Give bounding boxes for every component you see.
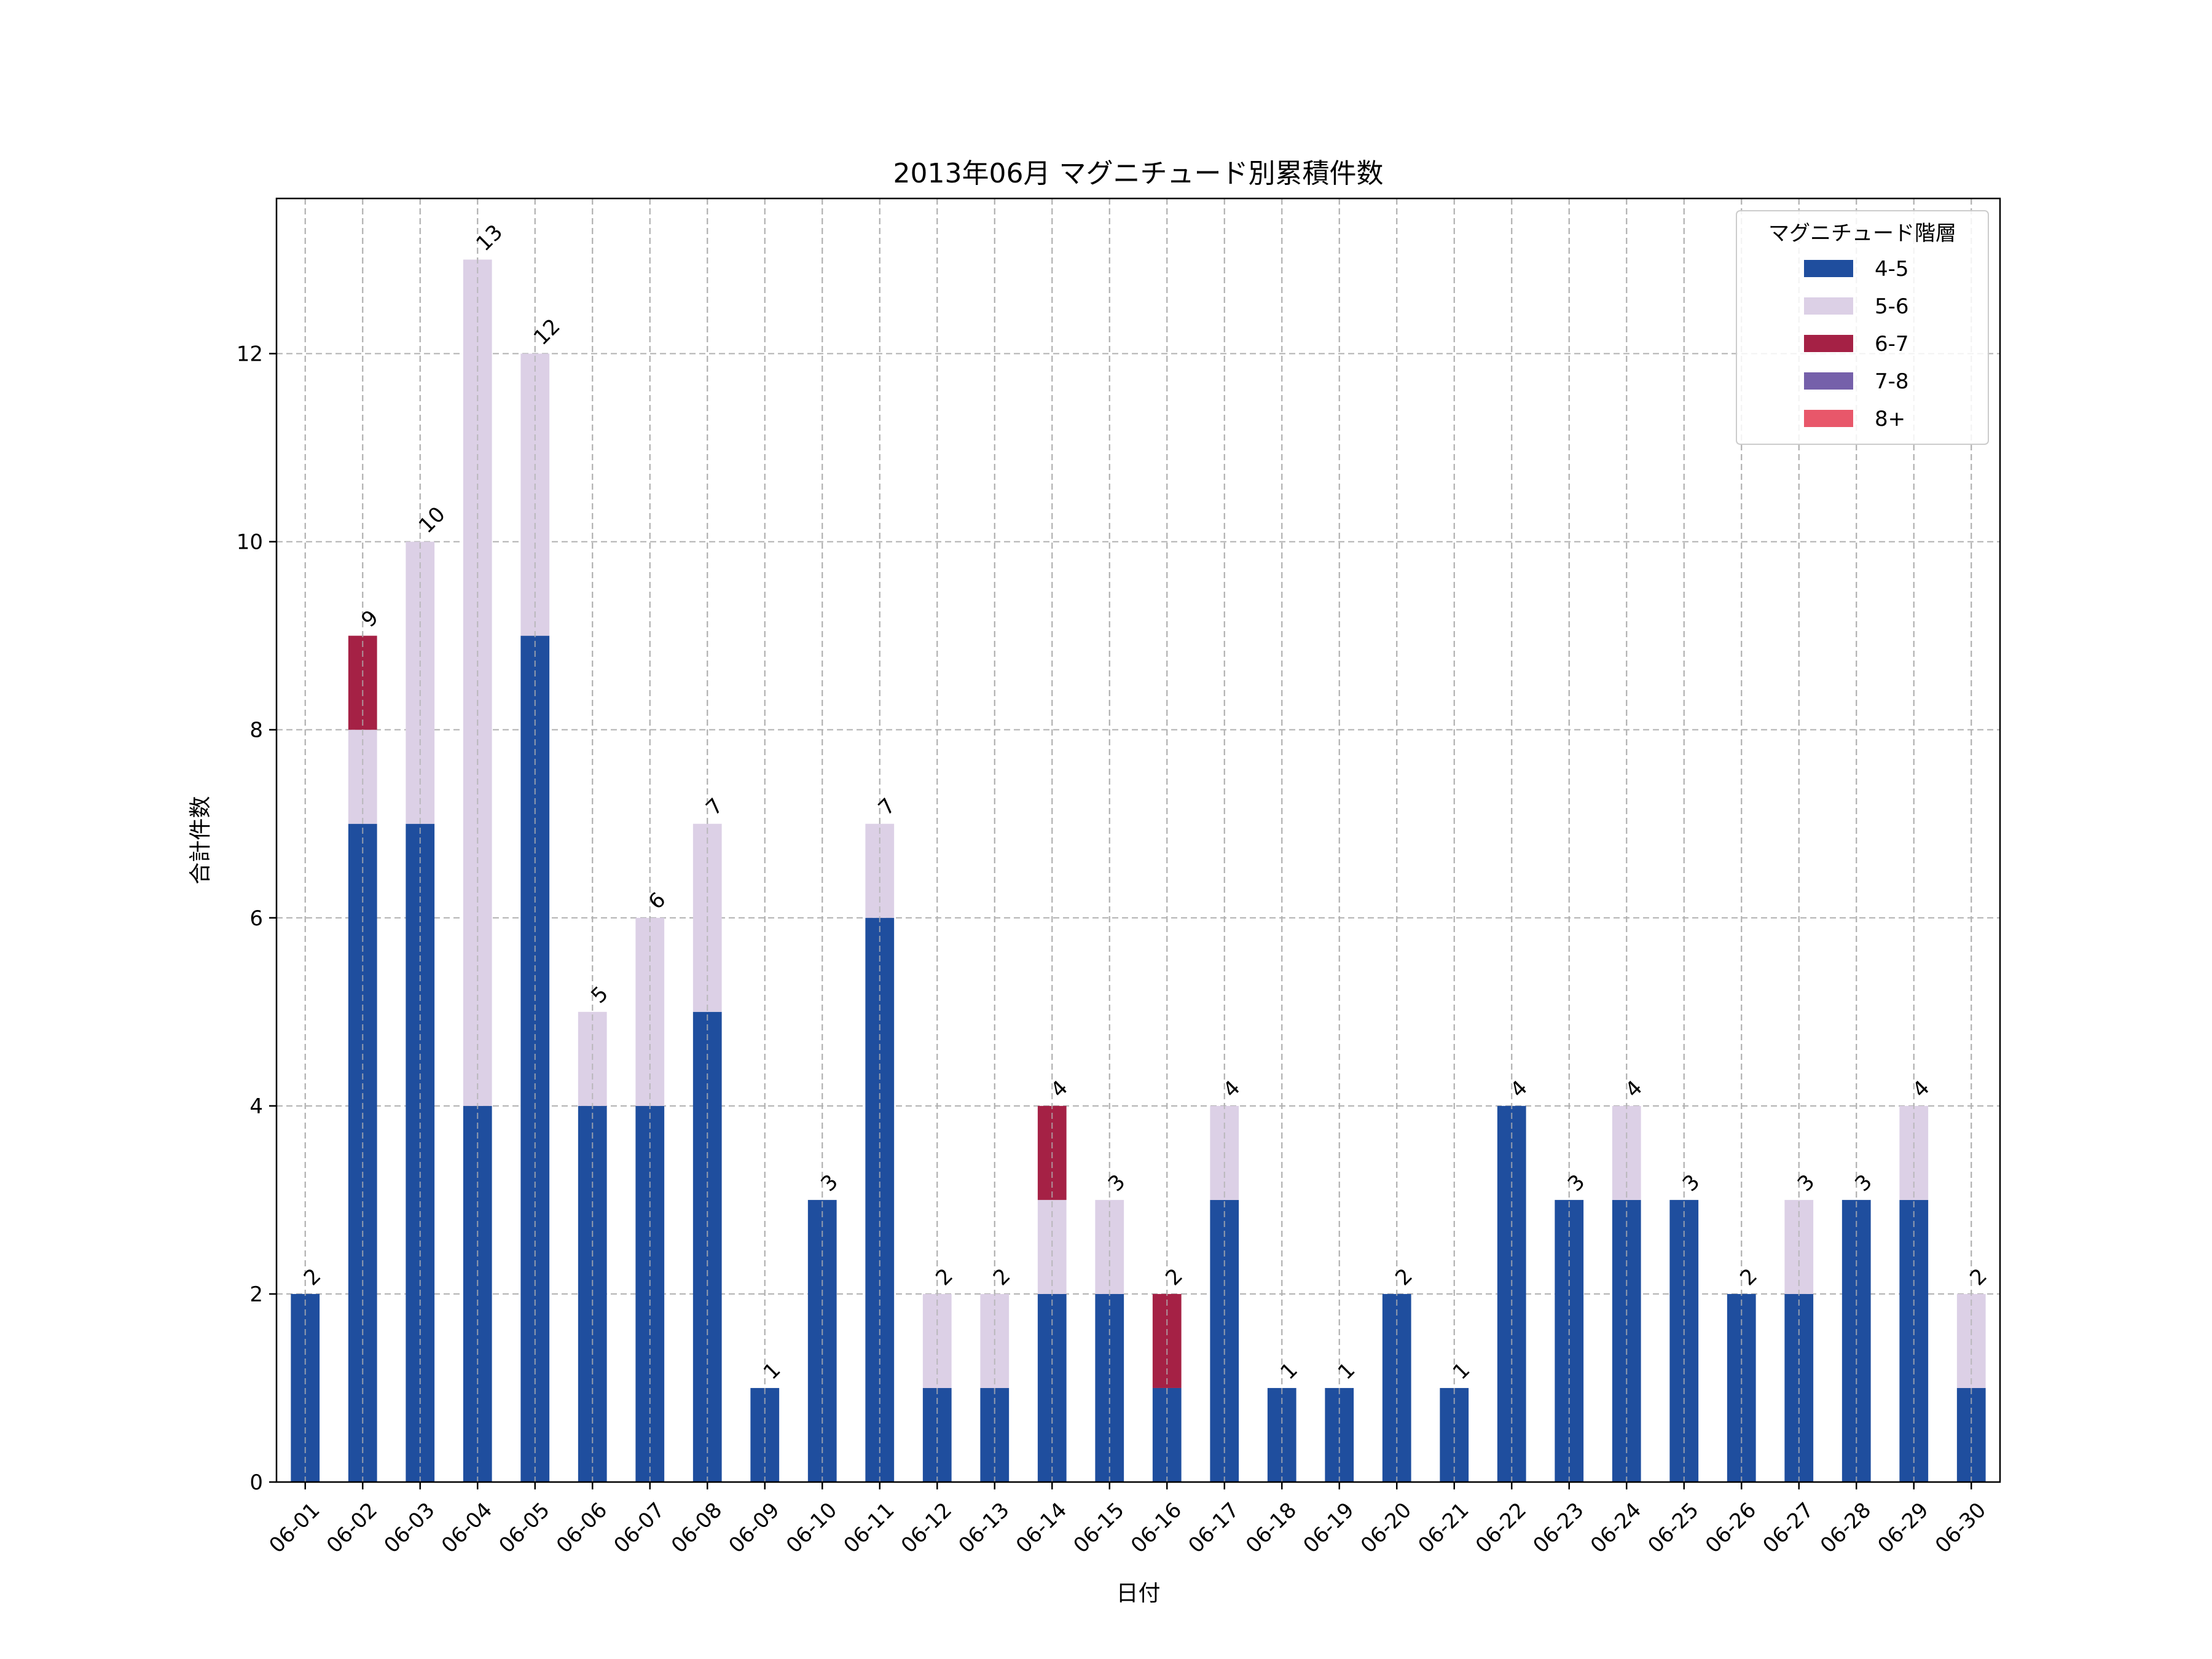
bar-segment-4-5 — [865, 917, 895, 1482]
y-tick-label: 2 — [249, 1282, 263, 1307]
y-tick-label: 10 — [237, 530, 263, 555]
legend-label: 5-6 — [1875, 294, 1909, 319]
y-tick-label: 4 — [249, 1094, 263, 1119]
legend: マグニチュード階層 4-5 5-6 6-7 7-8 8+ — [1736, 210, 1989, 445]
legend-swatch-6-7 — [1804, 335, 1853, 352]
plot-area — [275, 197, 2001, 1483]
legend-label: 7-8 — [1875, 369, 1909, 394]
legend-title: マグニチュード階層 — [1768, 221, 1956, 246]
y-tick-label: 12 — [237, 342, 263, 367]
chart-title: 2013年06月 マグニチュード別累積件数 — [893, 158, 1384, 189]
y-axis-label: 合計件数 — [188, 796, 213, 884]
legend-swatch-4-5 — [1804, 260, 1853, 277]
legend-swatch-7-8 — [1804, 372, 1853, 390]
y-tick-label: 0 — [249, 1470, 263, 1495]
legend-label: 8+ — [1875, 407, 1905, 431]
legend-swatch-5-6 — [1804, 297, 1853, 315]
y-tick-label: 6 — [249, 906, 263, 931]
legend-swatch-8+ — [1804, 410, 1853, 427]
y-tick-label: 8 — [249, 718, 263, 743]
legend-items: 4-5 5-6 6-7 7-8 8+ — [1804, 257, 1909, 431]
legend-label: 4-5 — [1875, 257, 1909, 281]
x-axis-label: 日付 — [1116, 1581, 1160, 1606]
legend-label: 6-7 — [1875, 332, 1909, 356]
legend-box — [1736, 210, 1989, 445]
bars — [291, 198, 1986, 1482]
